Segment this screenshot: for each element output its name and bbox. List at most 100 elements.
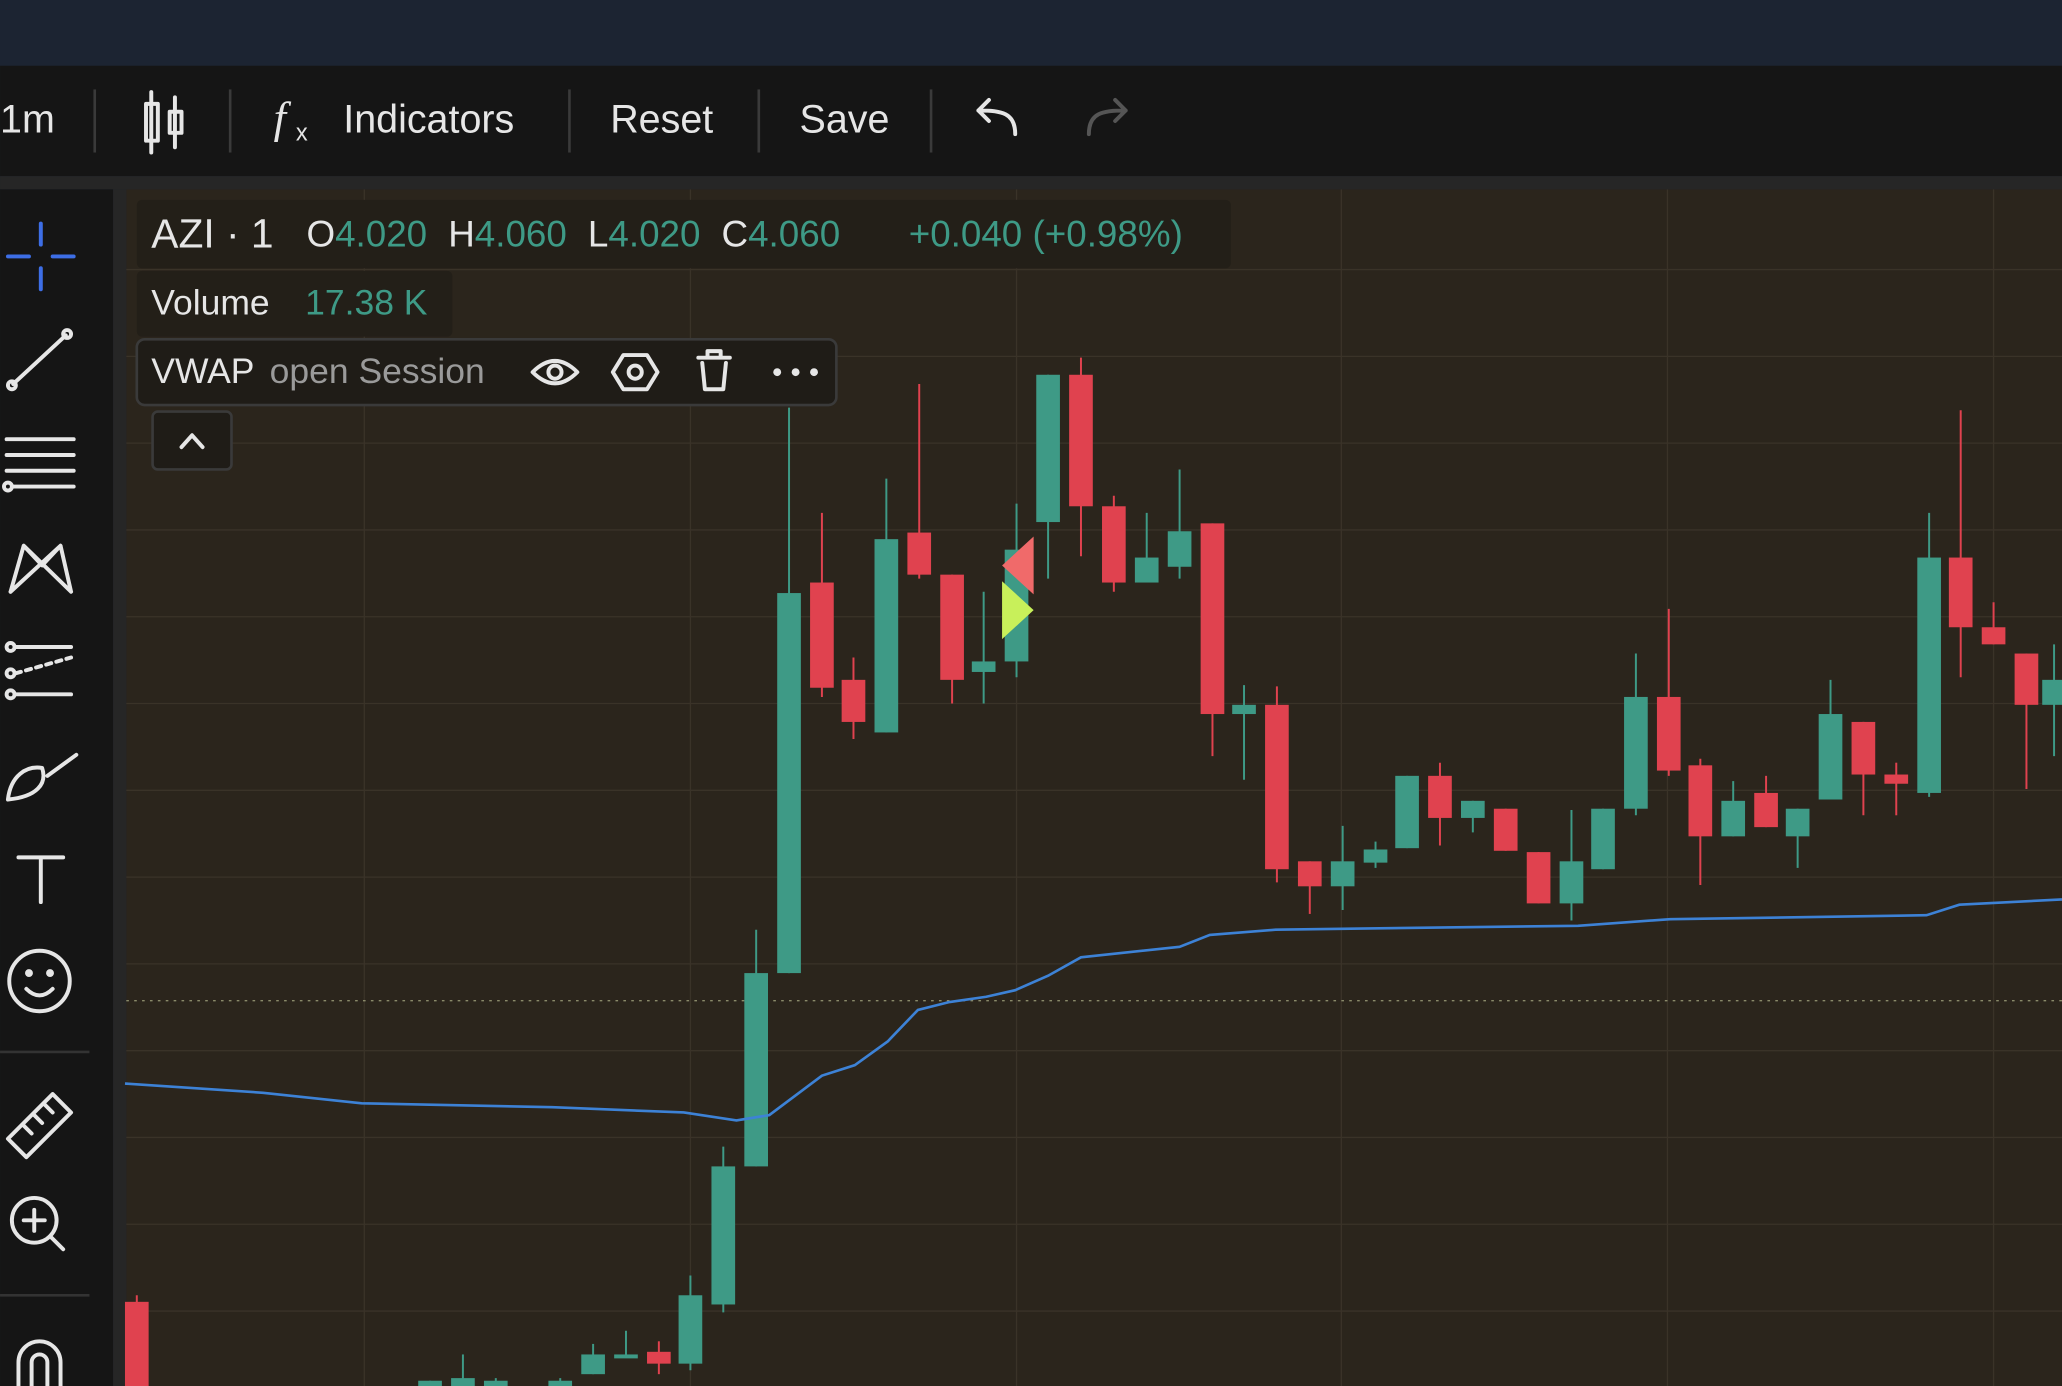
- candle-body: [971, 661, 996, 672]
- ohlc-value: 4.020: [608, 213, 700, 254]
- candle-body: [1461, 800, 1485, 818]
- toolbar-divider: [0, 176, 2062, 190]
- candle-body: [1624, 696, 1648, 809]
- change-value: +0.040 (+0.98%): [909, 213, 1183, 254]
- drawing-sidebar: [0, 189, 114, 1386]
- candle-body: [1559, 861, 1584, 904]
- title-bar: [0, 0, 2062, 66]
- candle-body: [777, 593, 801, 974]
- delete-button[interactable]: [696, 349, 732, 392]
- indicators-icon-sub: x: [296, 120, 308, 146]
- indicators-button[interactable]: Indicators: [343, 98, 514, 142]
- volume-bg: [136, 270, 453, 337]
- candle-body: [1884, 774, 1909, 784]
- undo-button[interactable]: [976, 97, 1018, 137]
- text-tool[interactable]: [16, 855, 66, 905]
- candles: [124, 357, 2062, 1386]
- candle-body: [1134, 557, 1159, 583]
- candle-body: [1721, 800, 1746, 837]
- crosshair-tool[interactable]: [5, 221, 76, 292]
- volume-value: 17.38 K: [305, 282, 428, 322]
- candle-body: [1395, 775, 1419, 849]
- candle-body: [483, 1380, 508, 1386]
- candle-body: [940, 574, 964, 680]
- ohlc-value: 4.020: [335, 213, 427, 254]
- candle-body: [1754, 792, 1778, 828]
- emoji-tool[interactable]: [7, 948, 72, 1014]
- redo-button[interactable]: [1086, 97, 1128, 137]
- indicator-name[interactable]: VWAP: [151, 351, 254, 391]
- candle-body: [1036, 374, 1060, 523]
- ohlc-label: L: [588, 213, 608, 254]
- candle-body: [2042, 679, 2062, 705]
- candle-body: [1917, 557, 1941, 793]
- settings-button[interactable]: [610, 353, 660, 392]
- candle-body: [614, 1354, 638, 1359]
- forecast-tool[interactable]: [4, 641, 74, 701]
- indicator-params[interactable]: open Session: [270, 351, 485, 391]
- candle-body: [647, 1351, 671, 1364]
- candle-body: [451, 1378, 475, 1386]
- ohlc-label: H: [448, 213, 475, 254]
- legend-bg: [136, 199, 1231, 269]
- save-button[interactable]: Save: [800, 98, 890, 142]
- candle-body: [1297, 861, 1322, 887]
- candle-body: [418, 1380, 442, 1386]
- indicator-panel: [135, 337, 838, 407]
- candle-body: [1785, 808, 1810, 837]
- line-tool[interactable]: [5, 328, 74, 392]
- sell-marker: [1002, 536, 1034, 595]
- magnet-tool[interactable]: [16, 1339, 63, 1386]
- candle-body: [1656, 696, 1681, 771]
- candle-body: [1069, 374, 1093, 507]
- fib-tool[interactable]: [2, 437, 76, 493]
- candle-body: [1948, 557, 1973, 628]
- candle-body: [1818, 714, 1843, 800]
- reset-button[interactable]: Reset: [610, 98, 713, 142]
- candle-body: [1330, 861, 1355, 887]
- collapse-button[interactable]: [151, 410, 233, 471]
- candle-body: [548, 1380, 573, 1386]
- candle-body: [1688, 765, 1713, 837]
- pattern-tool[interactable]: [8, 543, 74, 594]
- candle-body: [744, 973, 769, 1167]
- candle-body: [907, 532, 932, 575]
- vwap-line: [124, 898, 2062, 1122]
- ruler-tool[interactable]: [5, 1092, 74, 1160]
- toolbar: [0, 65, 2062, 177]
- candle-body: [1265, 704, 1289, 870]
- grid: [126, 189, 2062, 1386]
- candle-body: [1591, 808, 1615, 870]
- candle-body: [124, 1301, 149, 1386]
- candle-body: [1232, 704, 1256, 715]
- symbol-label: AZI · 1: [151, 210, 273, 256]
- candle-body: [711, 1166, 736, 1305]
- candle-body: [1102, 506, 1126, 583]
- candle-body: [2014, 653, 2039, 705]
- sidebar-divider: [113, 189, 127, 1386]
- candle-body: [874, 539, 899, 733]
- interval-button[interactable]: 1m: [0, 98, 55, 142]
- ohlc-value: 4.060: [475, 213, 567, 254]
- ohlc-value: 4.060: [748, 213, 840, 254]
- ohlc-label: O: [306, 213, 335, 254]
- candle-body: [1981, 627, 2006, 645]
- buy-marker: [1002, 581, 1034, 640]
- ohlc: O 4.020 H 4.060 L 4.020 C 4.060: [306, 213, 840, 254]
- visibility-button[interactable]: [530, 359, 580, 386]
- more-button[interactable]: [773, 368, 818, 377]
- candle-body: [1851, 721, 1876, 775]
- candle-body: [678, 1295, 703, 1364]
- brush-tool[interactable]: [5, 752, 79, 802]
- ohlc-label: C: [722, 213, 749, 254]
- zoom-tool[interactable]: [9, 1195, 66, 1252]
- candle-body: [1200, 523, 1225, 715]
- volume-label: Volume: [151, 282, 269, 322]
- candle-body: [1363, 849, 1388, 863]
- candle-body: [810, 582, 834, 688]
- candle-body: [1526, 852, 1551, 904]
- candle-body: [841, 679, 866, 722]
- candle-body: [1428, 775, 1452, 818]
- chart-type-button[interactable]: [144, 90, 184, 155]
